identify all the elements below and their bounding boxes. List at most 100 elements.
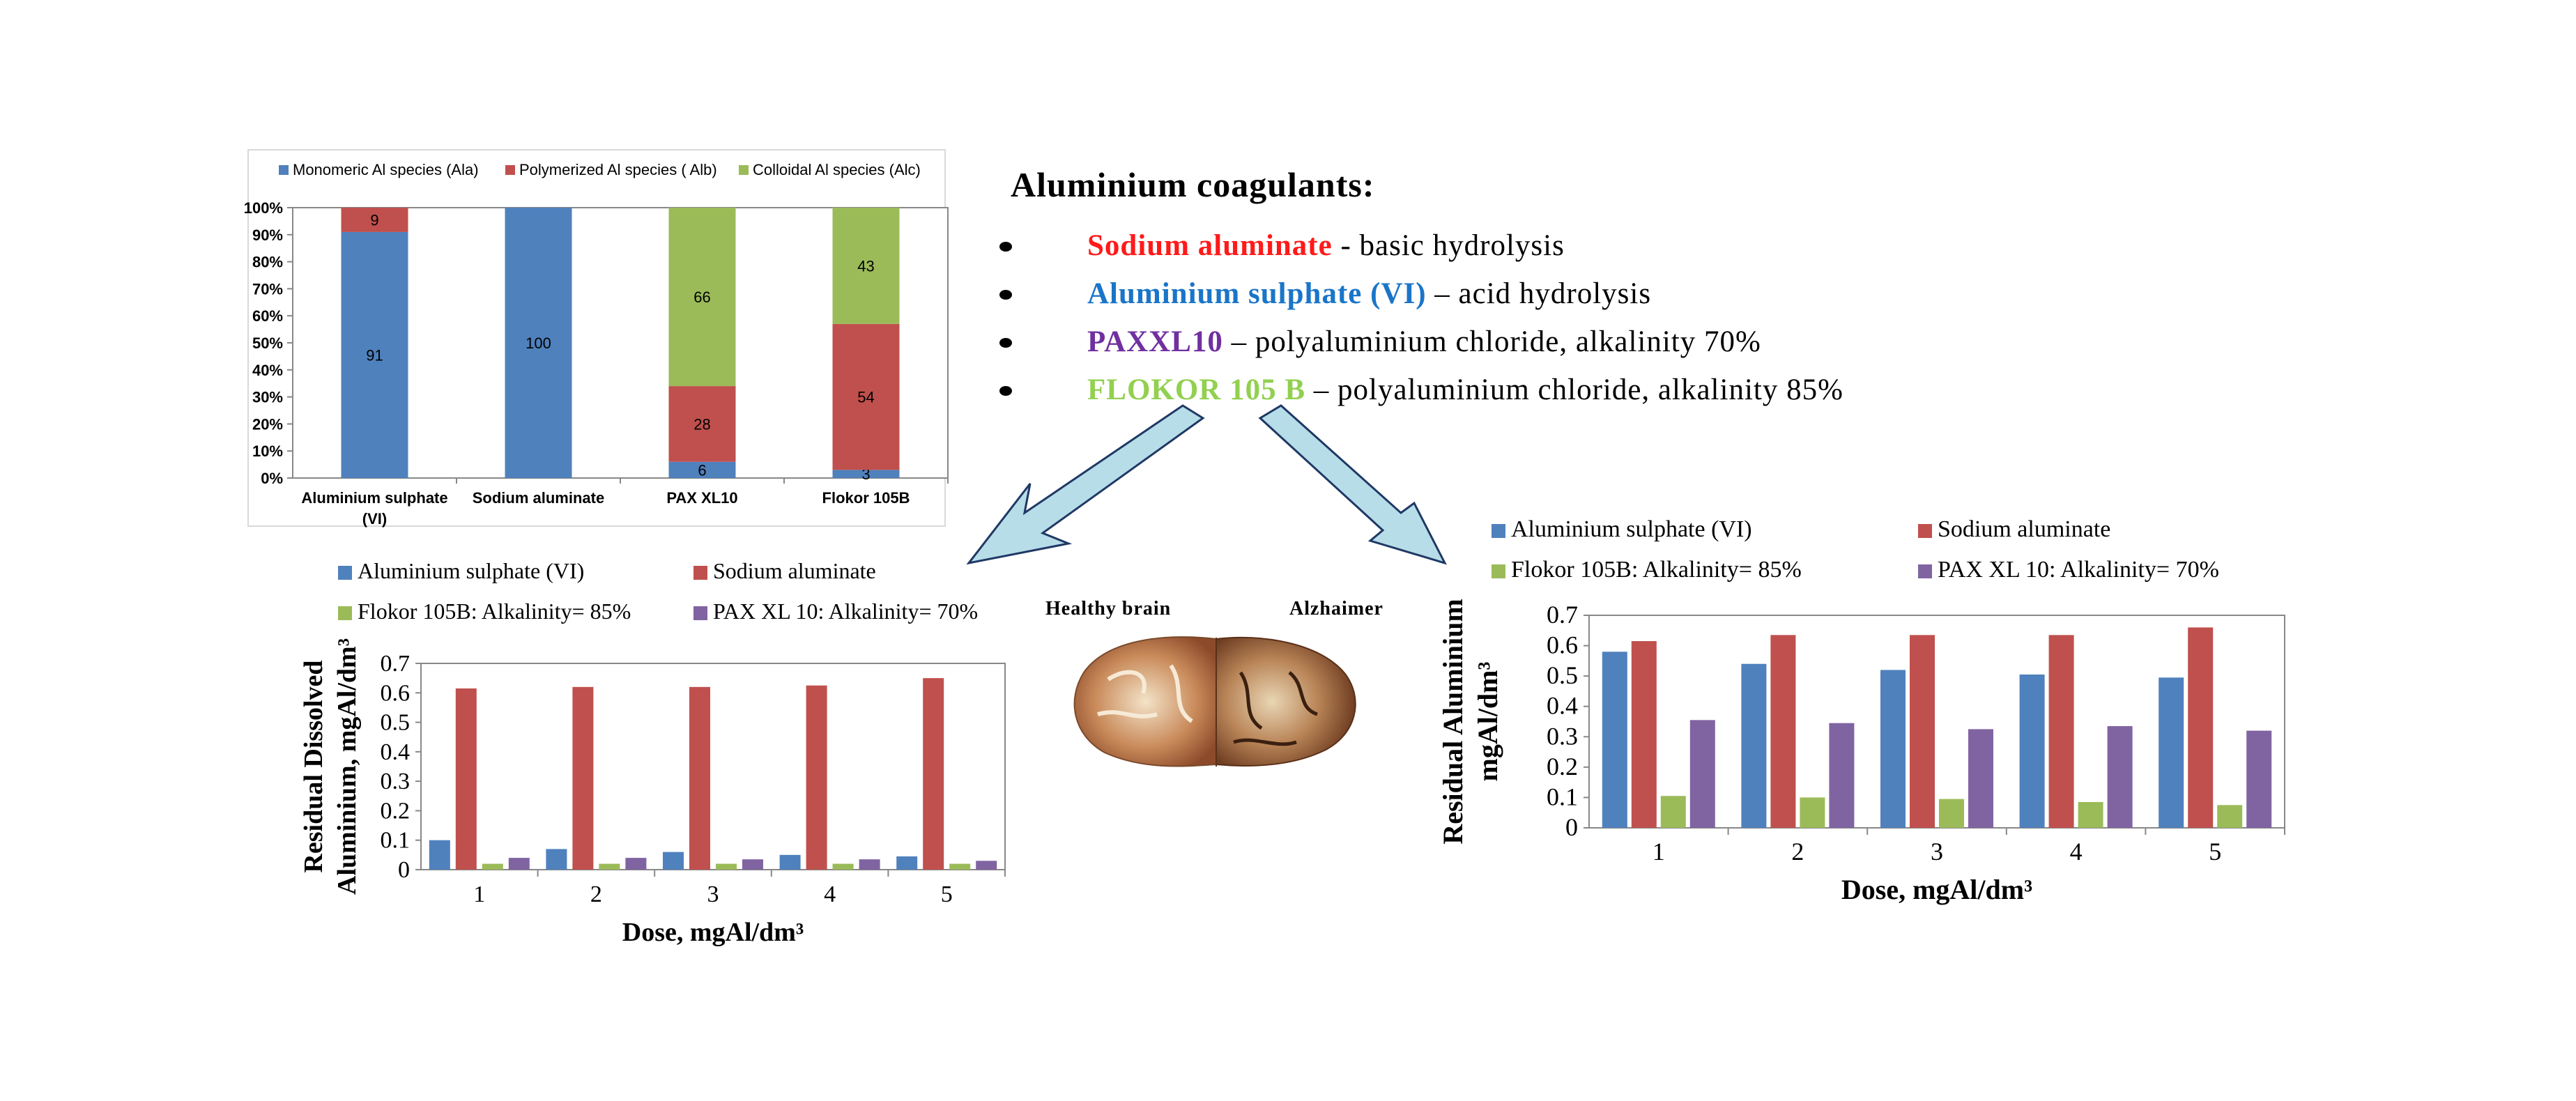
stacked-bar-segment: [832, 470, 900, 478]
x-tick-label: 4: [2070, 838, 2083, 865]
y-tick-label: 0.1: [381, 828, 411, 854]
bar: [976, 861, 997, 870]
y-tick-label: 0.4: [1547, 692, 1578, 720]
bullet-icon: [999, 338, 1012, 348]
y-tick-label: 10%: [252, 442, 283, 460]
data-label: 28: [693, 415, 710, 433]
coagulant-name: FLOKOR 105 B: [1087, 374, 1306, 406]
legend-swatch: [693, 566, 707, 580]
bar: [1631, 641, 1657, 828]
x-tick-label: Sodium aluminate: [473, 489, 604, 507]
x-tick-label: 2: [1791, 838, 1804, 865]
x-tick-label: 2: [590, 881, 602, 907]
bar: [2159, 677, 2184, 828]
coagulants-panel: Aluminium coagulants:: [1011, 164, 1374, 205]
data-label: 9: [370, 211, 378, 229]
y-tick-label: 0: [1565, 813, 1578, 841]
coagulants-headline: Aluminium coagulants:: [1011, 165, 1375, 204]
x-tick-label: 3: [1931, 838, 1943, 865]
bar: [1660, 796, 1686, 828]
legend-label: Aluminium sulphate (VI): [358, 558, 584, 583]
bar: [599, 863, 620, 870]
y-tick-label: 20%: [252, 415, 283, 433]
y-tick-label: 60%: [252, 307, 283, 325]
y-tick-label: 0.5: [381, 710, 411, 736]
bullet-icon: [999, 290, 1012, 300]
bar: [896, 856, 918, 870]
bar: [923, 678, 944, 870]
alzheimer-brain-half: [1216, 636, 1356, 767]
y-tick-label: 90%: [252, 226, 283, 244]
bar: [2048, 635, 2074, 828]
stacked-bar-segment: [341, 231, 408, 478]
legend-label: Sodium aluminate: [1938, 516, 2110, 542]
bar: [2107, 726, 2133, 828]
y-tick-label: 0.1: [1547, 783, 1578, 810]
y-tick-label: 40%: [252, 362, 283, 379]
data-label: 3: [861, 465, 870, 483]
bar: [779, 854, 801, 870]
y-tick-label: 0.6: [381, 680, 411, 706]
y-tick-label: 70%: [252, 280, 283, 298]
bullet-icon: [999, 242, 1012, 252]
bar: [455, 688, 477, 870]
stacked-bar-segment: [832, 323, 900, 470]
y-tick-label: 0.2: [381, 798, 411, 824]
data-label: 6: [698, 461, 706, 479]
data-label: 91: [366, 346, 383, 364]
legend-swatch: [338, 566, 352, 580]
y-tick-label: 0%: [261, 470, 283, 487]
legend-swatch: [1918, 524, 1932, 538]
stacked-bar-segment: [832, 208, 900, 324]
bar: [663, 852, 684, 870]
legend-swatch: [1492, 564, 1505, 578]
healthy-brain-label: Healthy brain: [1045, 598, 1172, 619]
coagulant-name: Aluminium sulphate (VI): [1087, 277, 1427, 310]
x-tick-label: 1: [1653, 838, 1665, 865]
coagulant-list: Sodium aluminate - basic hydrolysis Alum…: [999, 222, 1843, 414]
y-tick-label: 0.7: [381, 651, 411, 677]
bar: [716, 863, 737, 870]
bar: [1689, 720, 1715, 828]
stacked-bar-segment: [668, 386, 736, 462]
coagulant-desc: - basic hydrolysis: [1332, 229, 1565, 262]
y-tick-label: 50%: [252, 334, 283, 352]
x-tick-label: PAX XL10: [666, 489, 737, 507]
x-tick-label: (VI): [362, 510, 387, 528]
bar: [2019, 674, 2045, 828]
data-label: 66: [693, 288, 710, 306]
bar: [832, 863, 854, 870]
x-tick-label: 5: [2209, 838, 2221, 865]
bar: [742, 859, 763, 870]
x-tick-label: 3: [707, 881, 719, 907]
coagulant-desc: – polyaluminium chloride, alkalinity 70%: [1222, 325, 1761, 358]
bar: [2188, 627, 2214, 828]
brain-image: [1073, 636, 1356, 767]
y-axis-label: Aluminium, mgAl/dm³: [332, 638, 362, 895]
stacked-bar-segment: [668, 461, 736, 478]
y-tick-label: 80%: [252, 254, 283, 271]
coagulant-desc: – polyaluminium chloride, alkalinity 85%: [1305, 374, 1843, 406]
coagulant-item: FLOKOR 105 B – polyaluminium chloride, a…: [999, 366, 1843, 414]
y-tick-label: 100%: [244, 199, 283, 217]
y-tick-label: 0.6: [1547, 631, 1578, 659]
legend-label: PAX XL 10: Alkalinity= 70%: [713, 599, 978, 624]
bar: [949, 863, 971, 870]
x-axis-label: Dose, mgAl/dm³: [1841, 874, 2032, 905]
coagulant-desc: – acid hydrolysis: [1426, 277, 1652, 310]
legend-swatch: [1918, 564, 1932, 578]
bar: [1741, 663, 1767, 828]
y-axis-label: mgAl/dm³: [1472, 662, 1503, 782]
stacked-bar-segment: [505, 208, 572, 478]
legend-label: Flokor 105B: Alkalinity= 85%: [1511, 557, 1802, 583]
bar: [859, 859, 880, 870]
data-label: 43: [857, 257, 874, 275]
bar: [1968, 729, 1993, 828]
y-tick-label: 0.7: [1547, 601, 1578, 629]
bar: [1829, 723, 1855, 828]
bar: [625, 858, 647, 870]
bar: [2217, 805, 2243, 828]
bar: [508, 858, 530, 870]
